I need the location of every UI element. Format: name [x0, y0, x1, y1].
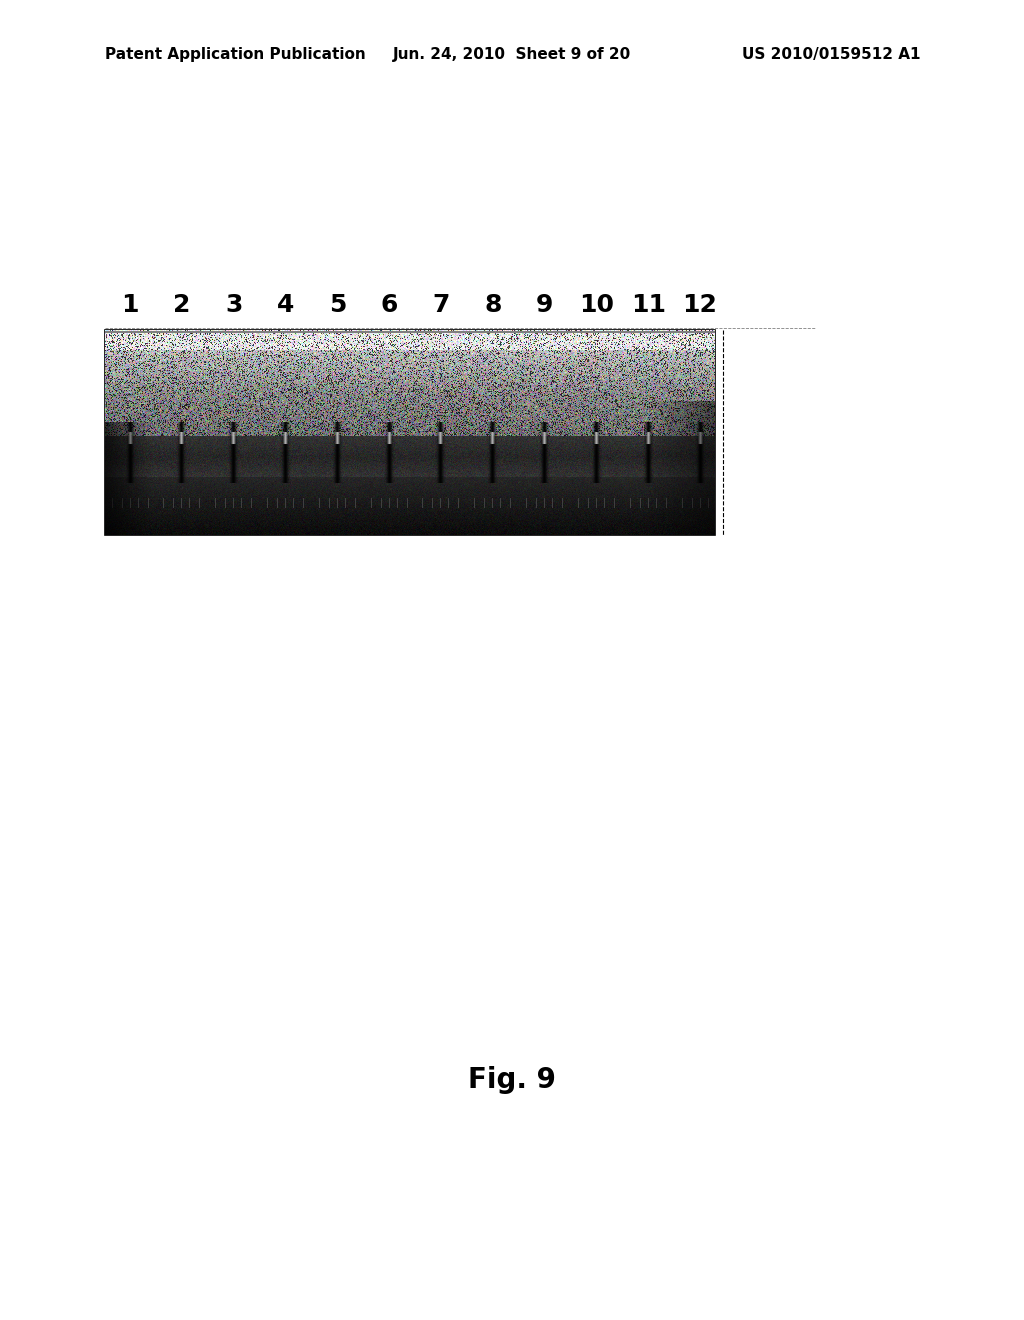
Text: 3: 3: [225, 293, 243, 317]
Text: 1: 1: [121, 293, 138, 317]
Text: Fig. 9: Fig. 9: [468, 1067, 556, 1094]
Text: Jun. 24, 2010  Sheet 9 of 20: Jun. 24, 2010 Sheet 9 of 20: [393, 48, 631, 62]
Text: US 2010/0159512 A1: US 2010/0159512 A1: [741, 48, 920, 62]
Text: 9: 9: [536, 293, 553, 317]
Text: 10: 10: [579, 293, 613, 317]
Text: Patent Application Publication: Patent Application Publication: [105, 48, 366, 62]
Bar: [105, 330, 715, 535]
Text: 11: 11: [631, 293, 666, 317]
Text: 7: 7: [432, 293, 450, 317]
Text: 5: 5: [329, 293, 346, 317]
Text: 6: 6: [380, 293, 397, 317]
Text: 4: 4: [276, 293, 294, 317]
Text: 2: 2: [173, 293, 190, 317]
Text: 12: 12: [683, 293, 718, 317]
Text: 8: 8: [484, 293, 502, 317]
